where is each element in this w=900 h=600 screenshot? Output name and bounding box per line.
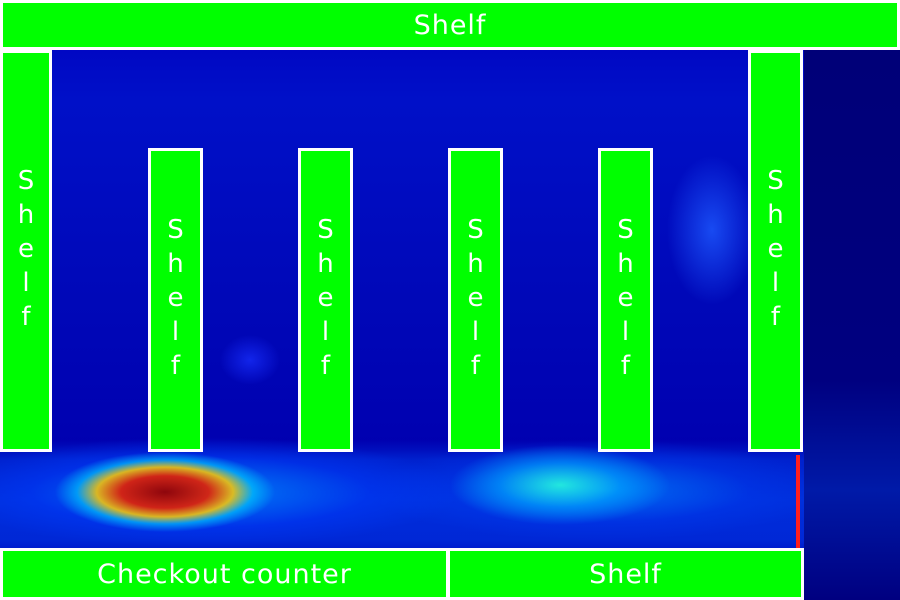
aisle-shelf-1-label: Shelf bbox=[160, 215, 191, 385]
right-wall-shelf-label: Shelf bbox=[760, 166, 791, 336]
heatmap-right-zone bbox=[804, 50, 900, 600]
left-wall-shelf-label: Shelf bbox=[11, 166, 41, 336]
red-marker-line bbox=[796, 455, 800, 549]
aisle-shelf-1: Shelf bbox=[148, 148, 203, 452]
aisle-shelf-4: Shelf bbox=[598, 148, 653, 452]
top-shelf: Shelf bbox=[0, 0, 900, 50]
aisle-shelf-3: Shelf bbox=[448, 148, 503, 452]
left-wall-shelf: Shelf bbox=[0, 50, 52, 452]
aisle-shelf-3-label: Shelf bbox=[460, 215, 491, 385]
aisle-shelf-4-label: Shelf bbox=[610, 215, 641, 385]
top-shelf-label: Shelf bbox=[413, 9, 487, 41]
bottom-shelf-label: Shelf bbox=[589, 558, 662, 590]
aisle-shelf-2: Shelf bbox=[298, 148, 353, 452]
checkout-counter: Checkout counter bbox=[0, 548, 449, 600]
right-wall-shelf: Shelf bbox=[748, 50, 803, 452]
aisle-shelf-2-label: Shelf bbox=[310, 215, 341, 385]
checkout-counter-label: Checkout counter bbox=[97, 558, 352, 590]
bottom-shelf: Shelf bbox=[447, 548, 804, 600]
